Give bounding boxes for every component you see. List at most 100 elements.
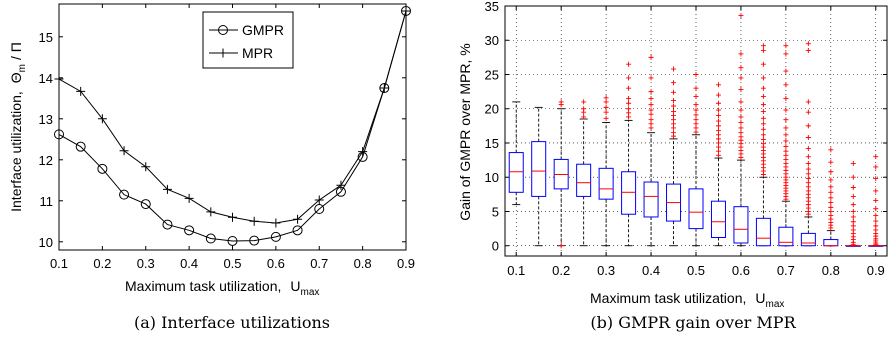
box-group (710, 82, 726, 247)
box-iqr (823, 239, 839, 247)
y-tick-label: 15 (39, 30, 53, 45)
box-iqr (800, 232, 816, 247)
outlier-point (805, 145, 811, 151)
series-lines-a (54, 5, 411, 246)
legend-a: GMPR MPR (202, 11, 294, 69)
data-point-gmpr (205, 233, 216, 244)
box-iqr (643, 181, 659, 218)
outlier-point (805, 176, 811, 182)
outlier-point (626, 106, 632, 112)
outlier-point (828, 177, 834, 183)
outlier-point (760, 137, 766, 143)
data-point-mpr (162, 184, 172, 194)
outlier-point (738, 99, 744, 105)
box-group (778, 43, 794, 247)
outlier-point (648, 89, 654, 95)
outlier-point (715, 100, 721, 106)
outlier-point (760, 43, 766, 49)
outlier-point (760, 115, 766, 121)
outlier-point (760, 75, 766, 81)
data-point-mpr (184, 193, 194, 203)
outlier-point (671, 108, 677, 114)
x-ticks-a: 0.1 0.2 0.3 0.4 0.5 0.6 0.7 0.8 0.9 (50, 4, 415, 271)
outlier-point (783, 125, 789, 131)
x-tick-label: 0.8 (822, 263, 840, 278)
outlier-point (828, 200, 834, 206)
y-tick-label: 0 (492, 239, 499, 254)
outlier-point (603, 95, 609, 101)
x-tick-label: 0.7 (310, 256, 328, 271)
data-point-gmpr (75, 141, 86, 152)
outlier-point (873, 154, 879, 160)
outlier-point (715, 123, 721, 129)
x-tick-label: 0.5 (687, 263, 705, 278)
data-point-mpr (97, 114, 107, 124)
box-iqr (598, 167, 614, 200)
y-tick-label: 5 (492, 204, 499, 219)
outlier-point (850, 202, 856, 208)
data-point-gmpr (292, 225, 303, 236)
x-tick-label: 0.2 (93, 256, 111, 271)
y-ticks-b: 0 5 10 15 20 25 30 35 (485, 0, 887, 254)
legend-label-gmpr: GMPR (242, 22, 284, 38)
outlier-point (850, 208, 856, 214)
outlier-point (805, 41, 811, 47)
outlier-point (760, 126, 766, 132)
outlier-point (760, 93, 766, 99)
box-group (823, 147, 839, 247)
boxes-b (508, 13, 884, 249)
outlier-point (783, 138, 789, 144)
outlier-point (783, 68, 789, 74)
legend-box (202, 11, 294, 69)
outlier-point (581, 106, 587, 112)
data-point-mpr (228, 212, 237, 222)
box-group (621, 61, 637, 247)
data-point-gmpr (140, 199, 151, 210)
x-tick-label: 0.6 (267, 256, 285, 271)
outlier-point (805, 99, 811, 105)
outlier-point (648, 54, 654, 60)
data-point-mpr (314, 195, 324, 205)
outlier-point (648, 117, 654, 123)
outlier-point (783, 82, 789, 88)
outlier-point (783, 148, 789, 154)
outlier-point (738, 130, 744, 136)
outlier-point (603, 109, 609, 115)
box-group (666, 66, 682, 247)
outlier-point (738, 75, 744, 81)
outlier-point (715, 92, 721, 98)
outlier-point (626, 85, 632, 91)
x-tick-label: 0.4 (180, 256, 198, 271)
outlier-point (626, 95, 632, 101)
data-point-mpr (336, 180, 346, 190)
legend-label-mpr: MPR (242, 45, 273, 61)
data-point-mpr (54, 74, 64, 84)
outlier-point (805, 154, 811, 160)
outlier-point (558, 99, 564, 105)
outlier-point (873, 164, 879, 170)
y-tick-label: 13 (39, 112, 53, 127)
data-point-mpr (401, 6, 411, 16)
outlier-point (760, 121, 766, 127)
y-tick-label: 15 (485, 136, 499, 151)
outlier-point (693, 117, 699, 123)
data-point-mpr (141, 162, 151, 172)
outlier-point (738, 65, 744, 71)
outlier-point (828, 147, 834, 153)
outlier-point (783, 51, 789, 57)
outlier-point (738, 51, 744, 57)
outlier-point (738, 125, 744, 131)
outlier-point (671, 89, 677, 95)
outlier-point (783, 95, 789, 101)
box-group (733, 13, 749, 247)
outlier-point (715, 118, 721, 124)
outlier-point (805, 123, 811, 129)
data-point-gmpr (314, 204, 325, 214)
caption-a: (a) Interface utilizations (134, 313, 330, 332)
outlier-point (715, 128, 721, 134)
outlier-point (626, 61, 632, 67)
x-tick-label: 0.9 (397, 256, 415, 271)
data-point-mpr (206, 207, 216, 217)
data-point-mpr (119, 146, 129, 156)
